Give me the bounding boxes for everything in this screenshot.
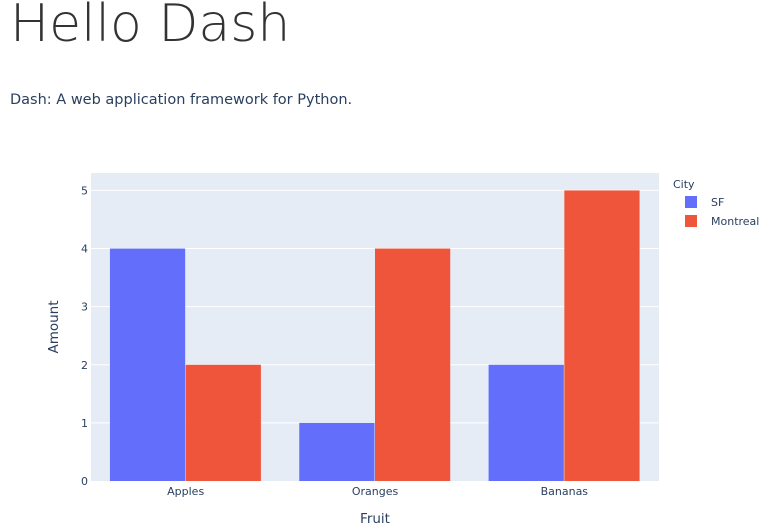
bar-sf-apples[interactable] (109, 248, 186, 481)
x-axis-title: Fruit (360, 511, 390, 527)
legend-label: Montreal (711, 215, 759, 228)
y-tick-labels: 0 1 2 3 4 5 (81, 184, 88, 488)
y-tick-label: 5 (81, 184, 88, 197)
legend-items[interactable]: SF Montreal (685, 196, 759, 228)
x-tick-label: Apples (167, 485, 204, 498)
y-tick-label: 0 (81, 475, 88, 488)
legend-title: City (673, 178, 695, 191)
bar-montreal-oranges[interactable] (375, 248, 451, 481)
bar-sf-bananas[interactable] (488, 364, 564, 481)
bar-montreal-apples[interactable] (185, 364, 261, 481)
y-tick-label: 1 (81, 417, 88, 430)
legend-swatch (685, 196, 697, 208)
legend-label: SF (711, 196, 724, 209)
page-subtitle: Dash: A web application framework for Py… (10, 92, 353, 108)
legend[interactable]: City SF Montreal (673, 178, 759, 228)
legend-item-montreal[interactable]: Montreal (685, 215, 759, 228)
bar-montreal-bananas[interactable] (564, 190, 640, 481)
legend-swatch (685, 215, 697, 227)
x-tick-label: Oranges (352, 485, 399, 498)
y-tick-label: 4 (81, 243, 88, 256)
bars[interactable] (109, 190, 640, 481)
y-tick-label: 3 (81, 301, 88, 314)
y-tick-label: 2 (81, 359, 88, 372)
legend-item-sf[interactable]: SF (685, 196, 724, 209)
page-title: Hello Dash (10, 0, 291, 54)
bar-sf-oranges[interactable] (299, 422, 375, 481)
y-axis-title: Amount (46, 300, 62, 353)
x-tick-labels: Apples Oranges Bananas (167, 485, 588, 498)
x-tick-label: Bananas (541, 485, 589, 498)
